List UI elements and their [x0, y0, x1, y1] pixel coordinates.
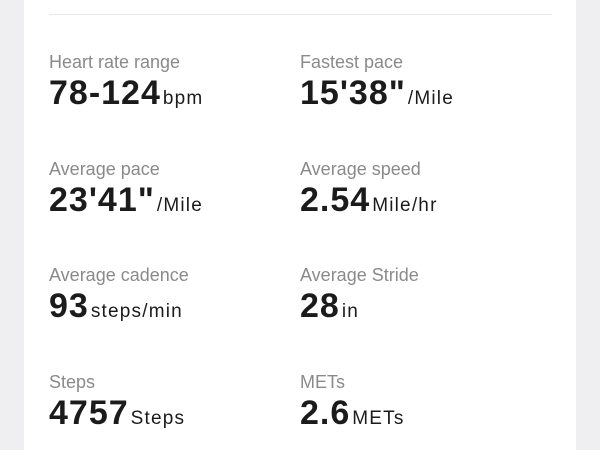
stat-value: 15'38" — [300, 74, 406, 112]
stat-unit: /Mile — [407, 88, 454, 109]
stat-label: Average pace — [49, 159, 160, 179]
stat-unit: bpm — [162, 88, 204, 109]
stat-value-row: 2.6 METs — [300, 393, 405, 439]
stat-label: Fastest pace — [300, 52, 404, 72]
stat-value-row: 78-124 bpm — [49, 73, 203, 119]
stat-value: 28 — [300, 287, 340, 325]
stat-value-row: 4757 Steps — [49, 393, 185, 439]
stat-value-row: 28 in — [300, 286, 359, 332]
stat-value-row: 93 steps/min — [49, 286, 183, 332]
stat-value: 2.6 — [300, 394, 351, 432]
section-divider — [49, 14, 552, 15]
stat-label: Average cadence — [49, 265, 189, 285]
stat-label: Steps — [49, 372, 96, 392]
stat-label: Average Stride — [300, 265, 419, 285]
stat-unit: in — [341, 301, 360, 322]
stat-value-row: 2.54 Mile/hr — [300, 180, 438, 226]
stat-value-row: 15'38"/Mile — [300, 73, 454, 119]
stat-unit: Steps — [130, 408, 186, 429]
stat-unit: METs — [352, 408, 405, 429]
stat-unit: /Mile — [156, 195, 203, 216]
stat-value: 78-124 — [49, 74, 161, 112]
stat-label: METs — [300, 372, 345, 392]
stat-unit: Mile/hr — [372, 195, 438, 216]
stat-value: 2.54 — [300, 181, 371, 219]
stat-label: Average speed — [300, 159, 421, 179]
stat-value-row: 23'41"/Mile — [49, 180, 203, 226]
stat-unit: steps/min — [90, 301, 183, 322]
stat-value: 4757 — [49, 394, 129, 432]
stats-card — [24, 0, 576, 450]
stat-value: 93 — [49, 287, 89, 325]
stat-value: 23'41" — [49, 181, 155, 219]
stat-label: Heart rate range — [49, 52, 181, 72]
